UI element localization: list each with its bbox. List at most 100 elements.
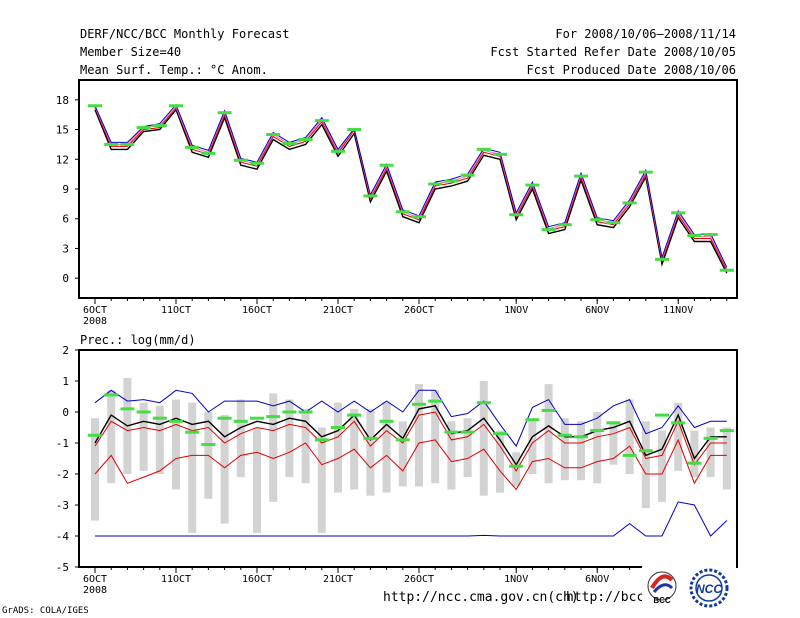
marker-point xyxy=(282,410,297,414)
spread-bar xyxy=(496,430,504,493)
marker-point xyxy=(331,149,345,153)
spread-bar xyxy=(220,415,229,524)
marker-point xyxy=(606,421,621,425)
marker-point xyxy=(282,141,297,145)
svg-text:BCC: BCC xyxy=(653,596,671,605)
marker-point xyxy=(590,218,605,222)
y-tick-label: -4 xyxy=(56,530,70,543)
spread-bar xyxy=(512,452,521,487)
marker-point xyxy=(525,418,540,422)
x-tick-label: 11OCT xyxy=(161,574,191,585)
marker-point xyxy=(217,416,232,420)
series-line-blue-lower xyxy=(95,501,728,537)
marker-point xyxy=(120,407,135,411)
y-tick-label: 18 xyxy=(56,94,69,107)
x-tick-label: 21OCT xyxy=(323,574,353,585)
spread-bar xyxy=(577,421,585,481)
marker-point xyxy=(509,464,524,468)
y-tick-label: 9 xyxy=(62,183,69,196)
y-tick-label: 2 xyxy=(62,344,69,357)
x-tick-label: 1NOV xyxy=(504,305,528,316)
marker-point xyxy=(671,421,686,425)
y-tick-label: -3 xyxy=(56,499,69,512)
marker-point xyxy=(493,152,507,156)
spread-bar xyxy=(674,402,683,471)
ncc-url-link[interactable]: http://ncc.cma.gov.cn(ch) xyxy=(383,590,579,605)
marker-point xyxy=(217,111,232,115)
spread-bar xyxy=(690,430,699,478)
series-line-pink xyxy=(94,105,728,269)
y-tick-label: -5 xyxy=(56,561,69,574)
y-tick-label: 15 xyxy=(56,124,69,137)
marker-point xyxy=(314,119,329,123)
chart-title: DERF/NCC/BCC Monthly Forecast xyxy=(80,27,290,41)
marker-point xyxy=(104,393,119,397)
x-tick-label: 6NOV xyxy=(585,305,609,316)
marker-point xyxy=(298,137,313,141)
marker-point xyxy=(152,124,167,128)
x-tick-label: 6OCT xyxy=(83,305,107,316)
marker-point xyxy=(185,430,200,434)
y-tick-label: -1 xyxy=(56,437,69,450)
marker-point xyxy=(687,234,702,238)
marker-point xyxy=(574,435,588,439)
marker-point xyxy=(412,402,426,406)
marker-point xyxy=(590,429,605,433)
x-tick-label: 26OCT xyxy=(404,305,434,316)
y-tick-label: 6 xyxy=(62,213,69,226)
bcc-url-link[interactable]: http://bcc. xyxy=(566,590,653,605)
series-line-red xyxy=(94,106,728,271)
spread-bar xyxy=(658,430,666,502)
marker-point xyxy=(379,419,394,423)
series-line-blue xyxy=(94,103,728,268)
spread-bar xyxy=(317,427,326,533)
spread-bar xyxy=(593,412,602,484)
y-tick-label: 3 xyxy=(62,242,69,255)
marker-point xyxy=(493,432,507,436)
x-tick-label: 11NOV xyxy=(663,305,693,316)
series-line-blue-upper xyxy=(94,389,727,448)
spread-bar xyxy=(188,402,197,533)
marker-point xyxy=(363,436,378,440)
marker-point xyxy=(541,408,556,412)
bcc-logo-icon: BCC xyxy=(647,571,677,605)
spread-bar xyxy=(625,399,634,474)
marker-point xyxy=(363,194,378,198)
marker-point xyxy=(88,104,102,108)
svg-text:NCC: NCC xyxy=(696,582,722,596)
spread-bar xyxy=(544,384,553,484)
marker-point xyxy=(622,453,637,457)
series-line-black xyxy=(94,405,727,467)
x-tick-label: 11OCT xyxy=(161,305,191,316)
spread-bar xyxy=(479,381,488,496)
marker-point xyxy=(379,163,394,167)
marker-point xyxy=(347,128,362,132)
marker-point xyxy=(460,430,475,434)
spread-bar xyxy=(172,399,180,490)
spread-bar xyxy=(560,418,569,481)
marker-point xyxy=(428,399,443,403)
marker-point xyxy=(460,173,475,177)
marker-point xyxy=(622,201,637,205)
marker-point xyxy=(719,268,734,272)
marker-point xyxy=(671,211,686,215)
marker-point xyxy=(169,104,183,108)
marker-point xyxy=(655,413,669,417)
marker-point xyxy=(250,416,264,420)
marker-point xyxy=(638,449,653,453)
spread-bar xyxy=(706,427,715,478)
variable-label: Mean Surf. Temp.: °C Anom. xyxy=(80,63,268,77)
marker-point xyxy=(606,221,621,225)
marker-point xyxy=(266,415,281,419)
series-line-median xyxy=(94,108,728,274)
spread-bar xyxy=(285,399,294,478)
spread-bar xyxy=(722,427,731,490)
marker-point xyxy=(719,429,734,433)
marker-point xyxy=(250,161,264,165)
x-tick-label: 6NOV xyxy=(585,574,609,585)
marker-point xyxy=(136,410,151,414)
marker-point xyxy=(638,170,653,174)
marker-point xyxy=(557,223,572,227)
marker-point xyxy=(169,419,183,423)
series-line-red-upper xyxy=(94,411,727,472)
